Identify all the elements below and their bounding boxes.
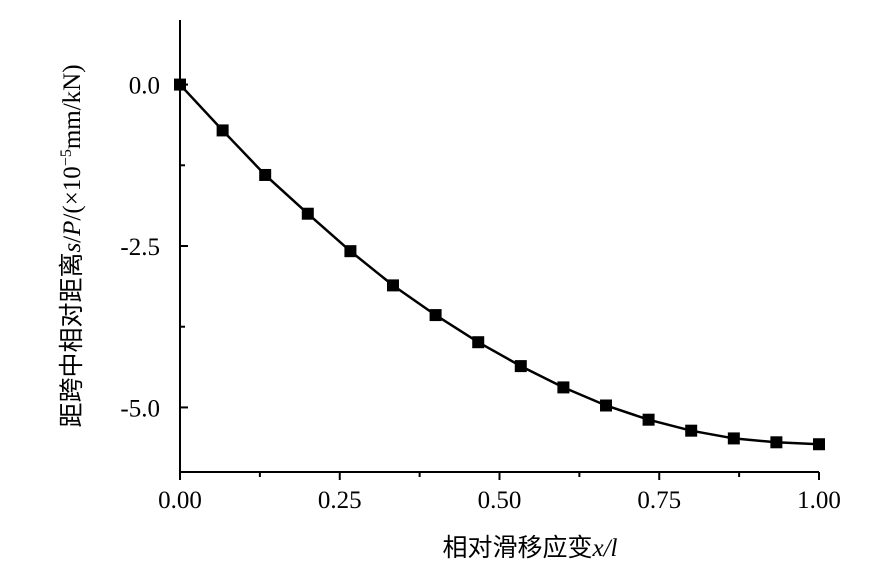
data-point xyxy=(344,245,357,258)
y-tick-label: -5.0 xyxy=(120,395,160,422)
x-tick-label: 0.75 xyxy=(637,487,681,514)
y-tick-label: 0.0 xyxy=(129,73,160,100)
data-point xyxy=(216,124,229,137)
data-point xyxy=(174,78,186,91)
data-point xyxy=(259,168,272,181)
series-line xyxy=(179,83,820,446)
y-label-text: / xyxy=(59,236,86,243)
x-label-text: 相对滑移应变 xyxy=(442,534,592,562)
y-label-exponent: −5 xyxy=(58,149,75,166)
x-axis-label: 相对滑移应变x/l xyxy=(442,534,617,562)
y-label-var: P xyxy=(59,221,86,237)
x-label-var: x/l xyxy=(592,535,618,562)
data-point xyxy=(685,424,698,437)
data-point xyxy=(301,207,314,220)
data-point xyxy=(429,309,442,322)
data-point xyxy=(770,436,783,449)
y-label-text: 距跨中相对距离 xyxy=(58,253,86,428)
data-point xyxy=(472,336,485,349)
y-axis-label: 距跨中相对距离s/P/(×10−5mm/kN) xyxy=(58,64,86,427)
data-point xyxy=(600,399,613,412)
y-label-var: s xyxy=(59,243,86,253)
data-point xyxy=(514,360,527,373)
y-tick-label: -2.5 xyxy=(120,234,160,261)
y-label-text: /(×10 xyxy=(59,166,86,220)
data-point xyxy=(386,279,399,292)
data-point xyxy=(557,381,570,394)
x-tick-label: 0.00 xyxy=(158,487,202,514)
x-tick-label: 1.00 xyxy=(797,487,841,514)
data-point xyxy=(813,438,825,451)
x-tick-label: 0.25 xyxy=(318,487,362,514)
data-point xyxy=(642,413,655,426)
data-point xyxy=(727,432,740,445)
y-label-text: mm/kN) xyxy=(59,64,86,149)
x-tick-label: 0.50 xyxy=(478,487,522,514)
